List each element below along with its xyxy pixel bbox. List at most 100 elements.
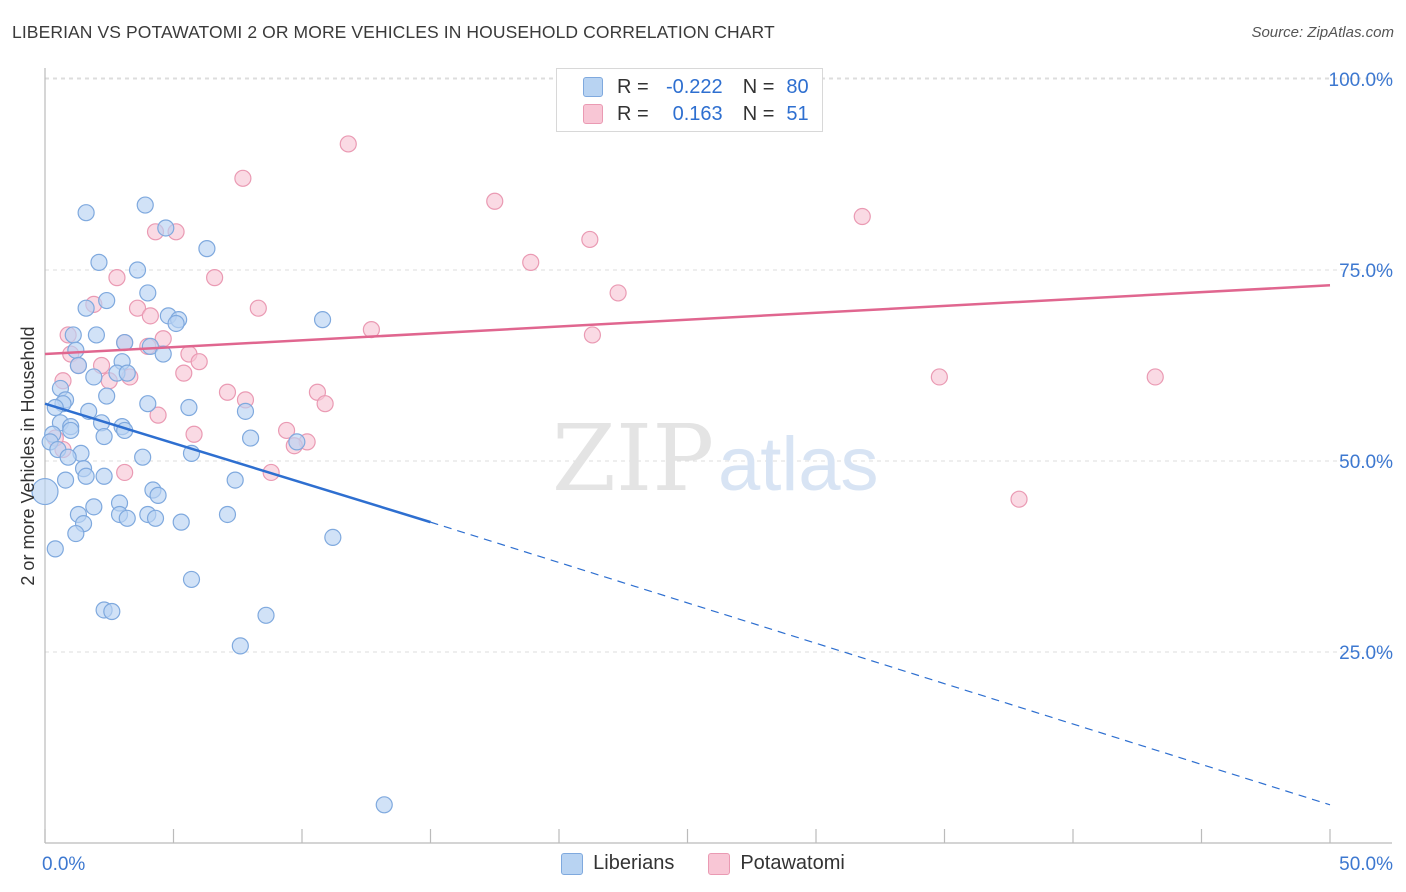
potawatomi-point — [234, 169, 252, 187]
potawatomi-point — [141, 307, 159, 325]
liberian-point — [182, 570, 201, 589]
liberian-point — [67, 524, 85, 543]
trend-lines — [44, 284, 1331, 806]
liberian-point — [95, 467, 113, 485]
legend-n-value-potawatomi: 51 — [786, 102, 809, 125]
liberian-point — [118, 509, 136, 527]
y-axis-label: 2 or more Vehicles in Household — [18, 326, 38, 585]
liberian-point — [172, 513, 190, 531]
liberian-point — [288, 433, 306, 451]
source-credit: Source: ZipAtlas.com — [1251, 24, 1394, 41]
potawatomi-point — [108, 269, 126, 287]
liberian-trend-extension — [430, 521, 1331, 806]
liberian-point — [154, 345, 172, 363]
liberian-point — [257, 606, 275, 624]
potawatomi-point — [930, 368, 948, 386]
potawatomi-point — [149, 406, 167, 424]
chart-title: LIBERIAN VS POTAWATOMI 2 OR MORE VEHICLE… — [12, 22, 775, 42]
potawatomi-point — [1010, 490, 1028, 508]
y-tick-label: 100.0% — [1329, 70, 1394, 91]
legend-row-potawatomi: R = 0.163 N = 51 — [583, 101, 809, 127]
x-tick-label: 50.0% — [1339, 854, 1393, 875]
legend-r-value-potawatomi: 0.163 — [672, 102, 723, 125]
potawatomi-point — [339, 135, 357, 153]
axes: 25.0% 50.0% 75.0% 100.0% 0.0% 50.0% — [42, 68, 1393, 875]
data-points — [31, 135, 1164, 814]
liberian-point — [157, 219, 175, 237]
liberian-point — [218, 505, 237, 524]
potawatomi-point — [116, 463, 134, 482]
liberian-point — [375, 796, 393, 814]
liberian-point — [90, 253, 108, 271]
liberian-point — [180, 398, 198, 417]
series-swatch-potawatomi — [708, 852, 731, 875]
liberian-point — [136, 196, 154, 214]
potawatomi-point — [853, 207, 871, 226]
legend-r-label: R = — [617, 75, 649, 98]
potawatomi-trend-line — [44, 284, 1331, 356]
potawatomi-point — [581, 230, 599, 249]
series-legend: Liberians Potawatomi — [0, 852, 1406, 875]
liberian-point — [226, 471, 244, 489]
potawatomi-point — [609, 284, 627, 302]
liberian-point — [85, 498, 103, 516]
potawatomi-point — [190, 353, 208, 371]
liberian-point — [69, 356, 88, 375]
legend-r-value-liberians: -0.222 — [665, 75, 723, 98]
watermark: ZIP atlas — [552, 405, 879, 512]
legend-r-label: R = — [617, 102, 649, 125]
liberian-point — [139, 284, 157, 302]
liberian-point — [236, 402, 255, 420]
liberian-trend-line — [44, 402, 431, 524]
liberian-point — [77, 299, 95, 317]
liberian-point — [146, 509, 165, 527]
potawatomi-point — [218, 383, 237, 401]
watermark-zip: ZIP — [552, 405, 714, 512]
liberian-point — [95, 427, 113, 446]
potawatomi-point — [277, 421, 296, 440]
legend-n-label: N = — [742, 75, 775, 98]
liberian-point — [87, 326, 106, 344]
legend-row-liberians: R = -0.222 N = 80 — [583, 74, 809, 100]
liberian-point — [98, 291, 116, 310]
liberian-point — [77, 204, 95, 222]
y-tick-label: 25.0% — [1339, 643, 1393, 664]
legend-swatch-potawatomi — [583, 104, 603, 124]
y-tick-label: 50.0% — [1339, 452, 1393, 473]
correlation-legend: R = -0.222 N = 80 R = 0.163 N = 51 — [556, 68, 823, 132]
series-legend-liberians[interactable]: Liberians — [561, 852, 674, 875]
liberian-point — [134, 448, 152, 466]
potawatomi-point — [1146, 368, 1164, 386]
liberian-point — [67, 341, 85, 359]
liberian-point — [242, 429, 260, 447]
legend-n-label: N = — [742, 102, 775, 125]
liberian-point — [324, 528, 342, 547]
series-label-liberians: Liberians — [593, 852, 675, 874]
potawatomi-point — [316, 395, 334, 413]
liberian-point — [98, 387, 116, 405]
series-legend-potawatomi[interactable]: Potawatomi — [708, 852, 845, 875]
liberian-point — [128, 261, 147, 279]
liberian-point — [313, 311, 332, 329]
liberian-point — [149, 486, 167, 504]
series-label-potawatomi: Potawatomi — [740, 852, 845, 874]
legend-n-value-liberians: 80 — [786, 75, 809, 98]
x-tick-label: 0.0% — [42, 854, 85, 875]
liberian-point — [103, 602, 121, 621]
liberian-point — [64, 326, 82, 344]
watermark-atlas: atlas — [718, 422, 879, 507]
liberian-point — [46, 540, 64, 558]
potawatomi-point — [486, 192, 504, 210]
liberian-point — [116, 333, 134, 352]
potawatomi-point — [522, 253, 540, 271]
liberian-point — [198, 240, 216, 258]
series-swatch-liberians — [561, 852, 584, 875]
y-tick-label: 75.0% — [1339, 261, 1393, 282]
liberian-point — [231, 637, 249, 655]
potawatomi-point — [583, 326, 602, 344]
liberian-point — [62, 421, 80, 440]
liberian-point — [31, 477, 59, 506]
gridlines — [45, 77, 1392, 653]
potawatomi-point — [128, 299, 147, 317]
